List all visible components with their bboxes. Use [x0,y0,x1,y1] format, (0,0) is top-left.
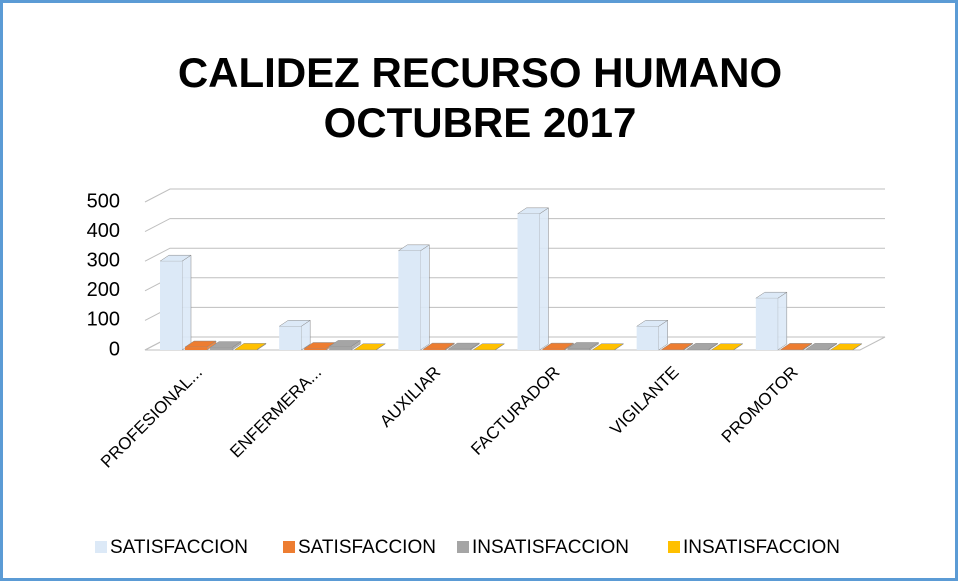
legend-label: INSATISFACCION [683,537,840,558]
y-tick-label: 200 [87,279,120,301]
legend-swatch [95,541,107,553]
legend-swatch [668,541,680,553]
bar [448,349,470,350]
bar [160,261,182,350]
legend-label: SATISFACCION [298,537,436,558]
y-tick-label: 100 [87,309,120,331]
bar [304,349,326,350]
bar [185,347,207,350]
bar-side [778,292,787,350]
legend-label: SATISFACCION [110,537,248,558]
y-tick-label: 400 [87,220,120,242]
bar-side [540,208,549,350]
bar [279,326,301,350]
bar [518,214,540,350]
bar [543,349,565,350]
bar-side [182,255,191,350]
bar [210,348,232,350]
y-tick-label: 500 [87,190,120,212]
bar [423,349,445,350]
bar-side [420,245,429,350]
chart-title: CALIDEZ RECURSO HUMANO [178,49,782,96]
bar [687,349,709,350]
bar [398,251,420,350]
chart-title: OCTUBRE 2017 [324,99,637,146]
y-tick-label: 300 [87,249,120,271]
y-tick-label: 0 [109,338,120,360]
bar [235,349,257,350]
bar [781,349,803,350]
bar [756,298,778,350]
legend-label: INSATISFACCION [472,537,629,558]
bar [806,349,828,350]
legend-swatch [283,541,295,553]
bar [637,326,659,350]
bar [329,346,351,350]
legend-swatch [457,541,469,553]
bar [662,349,684,350]
bar [568,349,590,350]
